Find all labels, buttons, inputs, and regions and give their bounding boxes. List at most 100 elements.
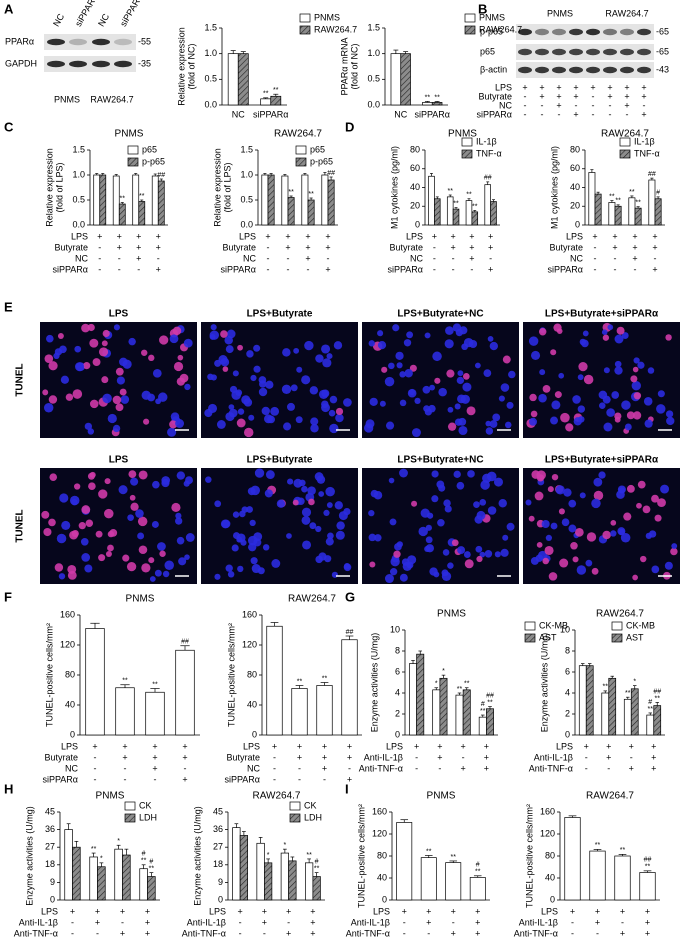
bar	[646, 714, 655, 736]
condition-name: Anti-IL-1β	[351, 917, 390, 927]
bar	[585, 665, 594, 736]
condition-sign: +	[573, 82, 578, 92]
nucleus	[393, 550, 401, 558]
nucleus	[368, 533, 377, 542]
nucleus	[493, 477, 503, 487]
nucleus	[135, 509, 144, 518]
nucleus	[138, 470, 148, 480]
nucleus	[474, 362, 481, 369]
bar	[232, 827, 241, 901]
nucleus	[115, 403, 124, 412]
bar	[270, 95, 282, 106]
nucleus	[558, 372, 565, 379]
legend-label: PNMS	[314, 12, 340, 22]
nucleus	[58, 573, 66, 580]
condition-sign: -	[609, 109, 612, 119]
y-tick-label: 18	[45, 859, 55, 869]
condition-sign: -	[124, 763, 127, 773]
nucleus	[548, 572, 558, 581]
nucleus	[236, 418, 246, 428]
nucleus	[364, 423, 374, 433]
nucleus	[389, 567, 398, 576]
nucleus	[271, 559, 281, 568]
y-tick-label: 20	[570, 201, 580, 211]
bar	[564, 817, 581, 901]
bar	[93, 174, 101, 226]
significance: ##	[648, 171, 656, 178]
condition-sign: +	[624, 82, 629, 92]
nucleus	[463, 337, 474, 348]
nucleus	[185, 533, 195, 542]
bar	[471, 211, 479, 226]
nucleus	[528, 336, 539, 346]
nucleus	[48, 361, 58, 371]
significance: **	[122, 678, 128, 685]
nucleus	[444, 339, 454, 349]
significance: **	[322, 675, 328, 682]
nucleus	[388, 477, 395, 484]
condition-sign: +	[297, 752, 302, 762]
significance: ##	[157, 172, 165, 179]
significance: **	[480, 708, 486, 715]
nucleus	[464, 559, 474, 569]
nucleus	[671, 543, 678, 549]
nucleus	[173, 361, 184, 372]
nucleus	[169, 334, 179, 344]
condition-sign: +	[620, 928, 625, 938]
blot-band	[569, 48, 583, 56]
nucleus	[282, 348, 291, 357]
significance: ##	[327, 170, 335, 177]
blot-band	[603, 66, 617, 74]
y-tick-label: 10	[560, 624, 570, 634]
nucleus	[462, 382, 472, 392]
condition-sign: +	[539, 91, 544, 101]
nucleus	[176, 471, 186, 480]
nucleus	[574, 527, 584, 537]
bar	[608, 677, 617, 736]
y-tick-label: 160	[60, 609, 75, 619]
nucleus	[112, 424, 121, 433]
condition-sign: -	[348, 763, 351, 773]
nucleus	[485, 427, 494, 435]
nucleus	[122, 359, 132, 369]
nucleus	[171, 502, 181, 513]
nucleus	[420, 508, 430, 518]
nucleus	[384, 574, 394, 584]
condition-sign: -	[452, 917, 455, 927]
condition-sign: +	[556, 100, 561, 110]
nucleus	[264, 489, 273, 498]
nucleus	[127, 514, 134, 521]
blot-band	[552, 66, 566, 74]
nucleus	[626, 411, 635, 420]
condition-sign: -	[184, 763, 187, 773]
nucleus	[554, 391, 562, 399]
legend-label: AST	[626, 632, 644, 642]
legend-label: PNMS	[479, 12, 505, 22]
nucleus	[210, 324, 217, 331]
size-marker: -43	[656, 64, 669, 74]
nucleus	[162, 570, 170, 578]
nucleus	[451, 539, 459, 547]
significance: **	[603, 684, 609, 691]
y-tick-label: 0	[395, 729, 400, 739]
bar	[264, 862, 273, 901]
nucleus	[551, 473, 559, 481]
nucleus	[301, 507, 312, 517]
nucleus	[169, 420, 178, 429]
chart-title: PNMS	[96, 791, 125, 802]
condition-sign: +	[272, 741, 277, 751]
nucleus	[290, 384, 298, 392]
nucleus	[610, 530, 617, 537]
nucleus	[558, 508, 565, 515]
nucleus	[664, 561, 673, 570]
condition-name: LPS	[556, 741, 573, 751]
nucleus	[101, 376, 109, 384]
blot-band	[535, 28, 549, 36]
nucleus	[611, 391, 620, 399]
y-axis-label: Relative expression	[212, 148, 222, 227]
y-tick-label: 40	[65, 699, 75, 709]
bar	[634, 207, 642, 226]
nucleus	[325, 537, 334, 546]
nucleus	[616, 326, 625, 335]
